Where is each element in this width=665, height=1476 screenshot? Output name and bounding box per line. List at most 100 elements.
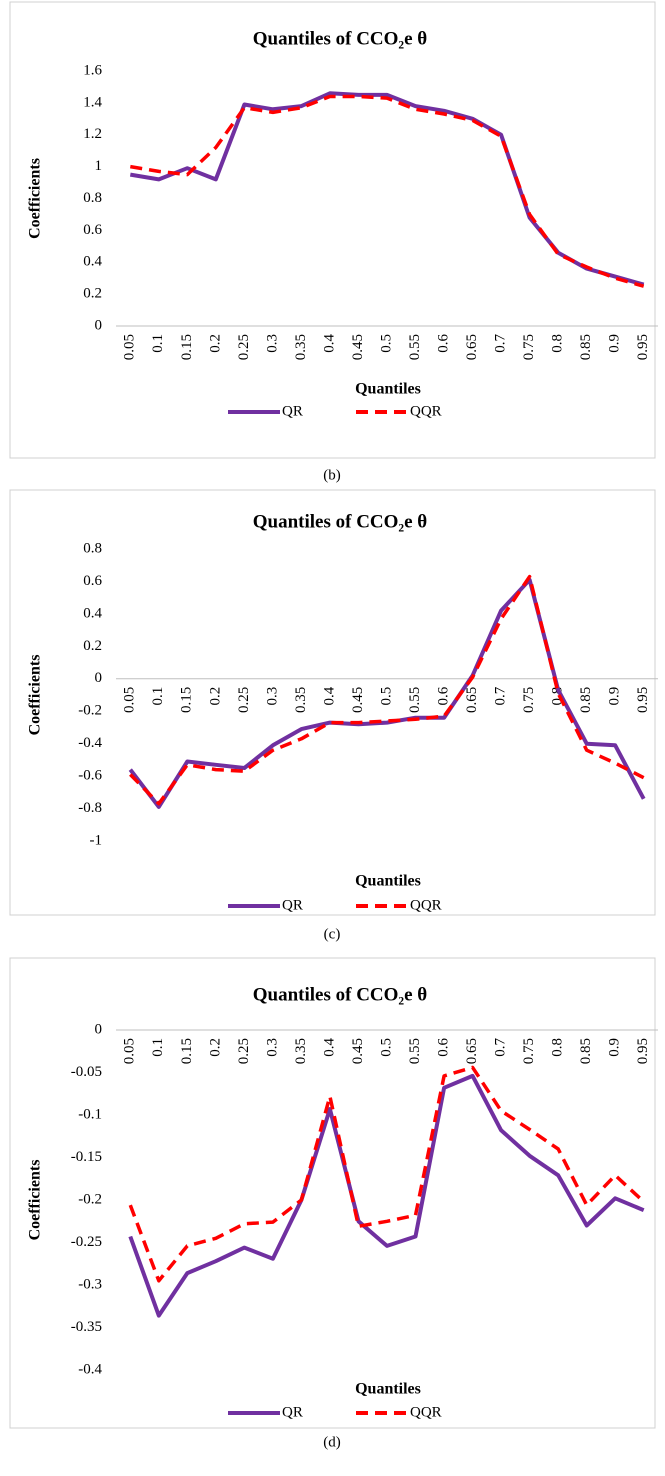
x-tick-label: 0.25 [236, 687, 252, 713]
x-tick-label: 0.15 [179, 687, 195, 713]
y-tick-label: -0.3 [78, 1276, 102, 1292]
y-tick-label: 1.6 [83, 62, 102, 78]
x-tick-label: 0.4 [321, 334, 337, 353]
y-tick-label: 0.2 [83, 286, 102, 302]
x-tick-label: 0.2 [207, 687, 223, 706]
x-tick-label: 0.1 [150, 1038, 166, 1057]
x-axis-label: Quantiles [355, 873, 421, 890]
y-axis-label: Coefficients [27, 655, 44, 736]
legend-label: QQR [410, 403, 442, 419]
x-tick-label: 0.5 [378, 687, 394, 706]
chart-frame [9, 957, 656, 1429]
x-tick-label: 0.7 [493, 1038, 509, 1057]
x-tick-label: 0.6 [435, 1038, 451, 1057]
x-tick-label: 0.45 [350, 334, 366, 360]
x-tick-label: 0.6 [435, 686, 451, 705]
x-tick-label: 0.9 [607, 687, 623, 706]
y-axis-label: Coefficients [27, 1160, 44, 1241]
x-tick-label: 0.75 [521, 1038, 537, 1064]
x-tick-label: 0.25 [236, 334, 252, 360]
caption: (c) [324, 926, 341, 942]
x-tick-label: 0.2 [207, 1038, 223, 1057]
y-tick-label: -0.4 [78, 1361, 102, 1377]
series-line [128, 577, 646, 809]
x-tick-label: 0.1 [150, 334, 166, 353]
y-tick-label: -0.25 [71, 1234, 102, 1250]
y-tick-label: 1 [95, 158, 103, 174]
x-tick-label: 0.3 [264, 334, 280, 353]
y-tick-label: -0.05 [71, 1064, 102, 1080]
x-tick-label: 0.9 [607, 334, 623, 353]
chart-title: Quantiles of CCO₂e θ [253, 984, 428, 1005]
x-tick-label: 0.15 [179, 1038, 195, 1064]
y-tick-label: -0.6 [78, 768, 102, 784]
x-tick-label: 0.95 [635, 687, 651, 713]
chart-frame [9, 489, 656, 916]
x-tick-label: 0.4 [321, 686, 337, 705]
x-tick-label: 0.6 [435, 334, 451, 353]
x-tick-label: 0.05 [122, 687, 138, 713]
y-tick-label: -0.15 [71, 1149, 102, 1165]
y-tick-label: 1.4 [83, 94, 102, 110]
y-tick-label: -0.2 [78, 1191, 102, 1207]
x-tick-label: 0.05 [122, 1038, 138, 1064]
y-tick-label: -0.4 [78, 735, 102, 751]
x-tick-label: 0.3 [264, 687, 280, 706]
x-tick-label: 0.1 [150, 687, 166, 706]
x-tick-label: 0.65 [464, 687, 480, 713]
y-tick-label: -0.8 [78, 800, 102, 816]
y-tick-label: 0 [95, 317, 103, 333]
y-tick-label: 0.6 [83, 222, 102, 238]
caption: (d) [323, 1434, 341, 1450]
x-tick-label: 0.35 [293, 1038, 309, 1064]
y-tick-label: 0.8 [83, 540, 102, 556]
legend-label: QR [282, 1404, 303, 1420]
x-tick-label: 0.65 [464, 1038, 480, 1064]
x-tick-label: 0.65 [464, 334, 480, 360]
y-tick-label: 0.2 [83, 638, 102, 654]
y-axis-label: Coefficients [27, 158, 44, 239]
x-tick-label: 0.5 [378, 1038, 394, 1057]
x-tick-label: 0.8 [550, 334, 566, 353]
x-axis-label: Quantiles [355, 1381, 421, 1398]
x-tick-label: 0.7 [493, 333, 509, 352]
series-line [129, 574, 645, 806]
x-tick-label: 0.3 [264, 1038, 280, 1057]
chart-frame [9, 1, 656, 459]
y-tick-label: -1 [90, 832, 103, 848]
x-tick-label: 0.35 [293, 334, 309, 360]
x-tick-label: 0.4 [321, 1038, 337, 1057]
y-tick-label: -0.1 [78, 1106, 102, 1122]
legend-label: QQR [410, 1404, 442, 1420]
legend-label: QR [282, 403, 303, 419]
x-tick-label: 0.45 [350, 687, 366, 713]
x-axis-label: Quantiles [355, 381, 421, 398]
y-tick-label: -0.35 [71, 1319, 102, 1335]
x-tick-label: 0.35 [293, 687, 309, 713]
x-tick-label: 0.85 [578, 687, 594, 713]
x-tick-label: 0.9 [607, 1038, 623, 1057]
series-line [129, 91, 645, 287]
x-tick-label: 0.95 [635, 334, 651, 360]
x-tick-label: 0.55 [407, 1038, 423, 1064]
x-tick-label: 0.75 [521, 334, 537, 360]
x-tick-label: 0.55 [407, 334, 423, 360]
y-tick-label: 0.4 [83, 254, 102, 270]
y-tick-label: -0.2 [78, 703, 102, 719]
legend-label: QR [282, 897, 303, 913]
y-tick-label: 1.2 [83, 126, 102, 142]
legend-label: QQR [410, 897, 442, 913]
series-line [130, 94, 645, 288]
x-tick-label: 0.45 [350, 1038, 366, 1064]
series-line [128, 1073, 645, 1318]
x-tick-label: 0.7 [493, 686, 509, 705]
x-tick-label: 0.95 [635, 1038, 651, 1064]
y-tick-label: 0 [95, 670, 103, 686]
x-tick-label: 0.75 [521, 687, 537, 713]
caption: (b) [323, 467, 341, 483]
y-tick-label: 0.8 [83, 190, 102, 206]
x-tick-label: 0.15 [179, 334, 195, 360]
x-tick-label: 0.55 [407, 687, 423, 713]
x-tick-label: 0.5 [378, 334, 394, 353]
